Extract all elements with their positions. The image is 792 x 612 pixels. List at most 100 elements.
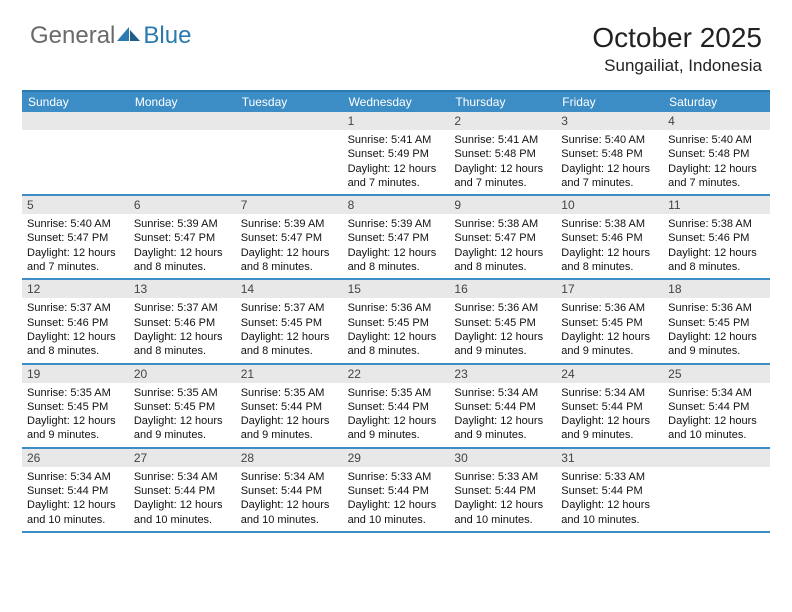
sunset-line: Sunset: 5:48 PM — [561, 147, 658, 161]
day-cell: 23Sunrise: 5:34 AMSunset: 5:44 PMDayligh… — [449, 365, 556, 447]
day-cell: 13Sunrise: 5:37 AMSunset: 5:46 PMDayligh… — [129, 280, 236, 362]
day-header: Wednesday — [343, 92, 450, 112]
day-details: Sunrise: 5:35 AMSunset: 5:44 PMDaylight:… — [343, 383, 450, 443]
sunrise-line: Sunrise: 5:40 AM — [668, 133, 765, 147]
sunrise-line: Sunrise: 5:34 AM — [454, 386, 551, 400]
day-cell: 25Sunrise: 5:34 AMSunset: 5:44 PMDayligh… — [663, 365, 770, 447]
daylight-line: Daylight: 12 hours and 9 minutes. — [27, 414, 124, 443]
day-details: Sunrise: 5:40 AMSunset: 5:48 PMDaylight:… — [556, 130, 663, 190]
day-cell: 6Sunrise: 5:39 AMSunset: 5:47 PMDaylight… — [129, 196, 236, 278]
day-number: 10 — [556, 196, 663, 214]
sunrise-line: Sunrise: 5:37 AM — [27, 301, 124, 315]
week-row: 5Sunrise: 5:40 AMSunset: 5:47 PMDaylight… — [22, 196, 770, 280]
sunrise-line: Sunrise: 5:40 AM — [561, 133, 658, 147]
sunset-line: Sunset: 5:47 PM — [27, 231, 124, 245]
sunrise-line: Sunrise: 5:34 AM — [27, 470, 124, 484]
sunrise-line: Sunrise: 5:34 AM — [668, 386, 765, 400]
day-details: Sunrise: 5:39 AMSunset: 5:47 PMDaylight:… — [343, 214, 450, 274]
day-details: Sunrise: 5:34 AMSunset: 5:44 PMDaylight:… — [449, 383, 556, 443]
sunrise-line: Sunrise: 5:33 AM — [561, 470, 658, 484]
sunset-line: Sunset: 5:44 PM — [561, 484, 658, 498]
sunset-line: Sunset: 5:49 PM — [348, 147, 445, 161]
day-number: 24 — [556, 365, 663, 383]
title-block: October 2025 Sungailiat, Indonesia — [592, 22, 762, 76]
day-cell: 10Sunrise: 5:38 AMSunset: 5:46 PMDayligh… — [556, 196, 663, 278]
sunrise-line: Sunrise: 5:35 AM — [241, 386, 338, 400]
day-cell: 15Sunrise: 5:36 AMSunset: 5:45 PMDayligh… — [343, 280, 450, 362]
week-row: 19Sunrise: 5:35 AMSunset: 5:45 PMDayligh… — [22, 365, 770, 449]
sunset-line: Sunset: 5:44 PM — [134, 484, 231, 498]
sunrise-line: Sunrise: 5:39 AM — [241, 217, 338, 231]
sunrise-line: Sunrise: 5:35 AM — [134, 386, 231, 400]
day-details: Sunrise: 5:36 AMSunset: 5:45 PMDaylight:… — [556, 298, 663, 358]
day-details: Sunrise: 5:36 AMSunset: 5:45 PMDaylight:… — [663, 298, 770, 358]
sunset-line: Sunset: 5:45 PM — [348, 316, 445, 330]
sunset-line: Sunset: 5:45 PM — [668, 316, 765, 330]
day-header: Thursday — [449, 92, 556, 112]
day-details: Sunrise: 5:36 AMSunset: 5:45 PMDaylight:… — [449, 298, 556, 358]
day-number: 15 — [343, 280, 450, 298]
daylight-line: Daylight: 12 hours and 8 minutes. — [27, 330, 124, 359]
daylight-line: Daylight: 12 hours and 8 minutes. — [561, 246, 658, 275]
day-cell: 12Sunrise: 5:37 AMSunset: 5:46 PMDayligh… — [22, 280, 129, 362]
daylight-line: Daylight: 12 hours and 8 minutes. — [134, 330, 231, 359]
daylight-line: Daylight: 12 hours and 9 minutes. — [134, 414, 231, 443]
sunset-line: Sunset: 5:48 PM — [668, 147, 765, 161]
sunset-line: Sunset: 5:46 PM — [134, 316, 231, 330]
sunrise-line: Sunrise: 5:36 AM — [668, 301, 765, 315]
header: General Blue October 2025 Sungailiat, In… — [0, 0, 792, 84]
day-cell: 24Sunrise: 5:34 AMSunset: 5:44 PMDayligh… — [556, 365, 663, 447]
day-number: 6 — [129, 196, 236, 214]
daylight-line: Daylight: 12 hours and 9 minutes. — [348, 414, 445, 443]
day-number: 5 — [22, 196, 129, 214]
day-number: 1 — [343, 112, 450, 130]
day-cell: 20Sunrise: 5:35 AMSunset: 5:45 PMDayligh… — [129, 365, 236, 447]
day-cell: 4Sunrise: 5:40 AMSunset: 5:48 PMDaylight… — [663, 112, 770, 194]
day-number: 23 — [449, 365, 556, 383]
sunrise-line: Sunrise: 5:35 AM — [27, 386, 124, 400]
daylight-line: Daylight: 12 hours and 7 minutes. — [454, 162, 551, 191]
day-number: 14 — [236, 280, 343, 298]
day-cell: 30Sunrise: 5:33 AMSunset: 5:44 PMDayligh… — [449, 449, 556, 531]
day-number: 29 — [343, 449, 450, 467]
day-details: Sunrise: 5:35 AMSunset: 5:45 PMDaylight:… — [129, 383, 236, 443]
day-number — [129, 112, 236, 130]
day-details: Sunrise: 5:33 AMSunset: 5:44 PMDaylight:… — [556, 467, 663, 527]
sunset-line: Sunset: 5:44 PM — [241, 400, 338, 414]
sunset-line: Sunset: 5:45 PM — [561, 316, 658, 330]
day-details: Sunrise: 5:34 AMSunset: 5:44 PMDaylight:… — [129, 467, 236, 527]
sunrise-line: Sunrise: 5:38 AM — [668, 217, 765, 231]
daylight-line: Daylight: 12 hours and 10 minutes. — [561, 498, 658, 527]
sunset-line: Sunset: 5:44 PM — [348, 400, 445, 414]
location: Sungailiat, Indonesia — [592, 56, 762, 76]
day-cell: 22Sunrise: 5:35 AMSunset: 5:44 PMDayligh… — [343, 365, 450, 447]
day-header: Tuesday — [236, 92, 343, 112]
day-number — [663, 449, 770, 467]
day-cell: 18Sunrise: 5:36 AMSunset: 5:45 PMDayligh… — [663, 280, 770, 362]
day-cell: 8Sunrise: 5:39 AMSunset: 5:47 PMDaylight… — [343, 196, 450, 278]
sunrise-line: Sunrise: 5:39 AM — [348, 217, 445, 231]
day-details: Sunrise: 5:41 AMSunset: 5:48 PMDaylight:… — [449, 130, 556, 190]
day-number: 2 — [449, 112, 556, 130]
day-number: 13 — [129, 280, 236, 298]
day-cell: 3Sunrise: 5:40 AMSunset: 5:48 PMDaylight… — [556, 112, 663, 194]
day-number: 9 — [449, 196, 556, 214]
day-header: Monday — [129, 92, 236, 112]
daylight-line: Daylight: 12 hours and 8 minutes. — [454, 246, 551, 275]
sunset-line: Sunset: 5:47 PM — [454, 231, 551, 245]
sunrise-line: Sunrise: 5:38 AM — [454, 217, 551, 231]
day-number: 12 — [22, 280, 129, 298]
daylight-line: Daylight: 12 hours and 9 minutes. — [668, 330, 765, 359]
day-number: 7 — [236, 196, 343, 214]
sunrise-line: Sunrise: 5:36 AM — [454, 301, 551, 315]
day-details: Sunrise: 5:34 AMSunset: 5:44 PMDaylight:… — [236, 467, 343, 527]
daylight-line: Daylight: 12 hours and 7 minutes. — [348, 162, 445, 191]
daylight-line: Daylight: 12 hours and 8 minutes. — [241, 330, 338, 359]
day-cell: 29Sunrise: 5:33 AMSunset: 5:44 PMDayligh… — [343, 449, 450, 531]
sunset-line: Sunset: 5:46 PM — [561, 231, 658, 245]
sunset-line: Sunset: 5:44 PM — [454, 484, 551, 498]
day-number: 20 — [129, 365, 236, 383]
day-details: Sunrise: 5:38 AMSunset: 5:46 PMDaylight:… — [556, 214, 663, 274]
day-number: 22 — [343, 365, 450, 383]
sunrise-line: Sunrise: 5:34 AM — [134, 470, 231, 484]
